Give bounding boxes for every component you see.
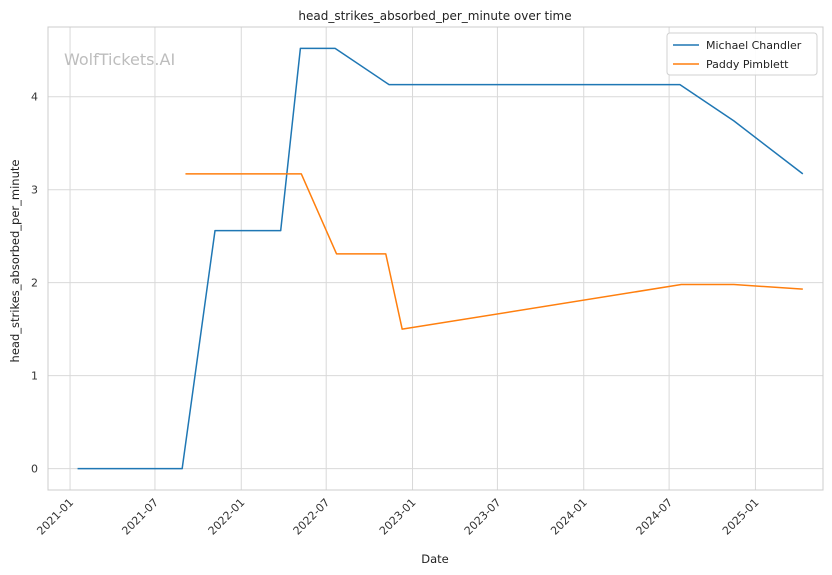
series-line-paddy-pimblett <box>185 173 803 330</box>
series-line-michael-chandler <box>77 47 804 470</box>
y-axis-label: head_strikes_absorbed_per_minute <box>8 160 22 363</box>
watermark: WolfTickets.AI <box>64 50 175 69</box>
y-tick-label: 2 <box>31 277 38 290</box>
legend-label-paddy-pimblett: Paddy Pimblett <box>706 58 789 71</box>
y-tick-label: 1 <box>31 370 38 383</box>
legend-label-michael-chandler: Michael Chandler <box>706 39 802 52</box>
legend: Michael Chandler Paddy Pimblett <box>666 32 818 76</box>
y-axis-ticks: 0 1 2 3 4 <box>31 91 38 476</box>
y-tick-label: 0 <box>31 463 38 476</box>
chart-title: head_strikes_absorbed_per_minute over ti… <box>298 9 571 23</box>
legend-box <box>666 32 818 76</box>
series-lines <box>77 47 804 470</box>
plot-frame <box>47 26 824 491</box>
y-tick-label: 3 <box>31 184 38 197</box>
y-tick-label: 4 <box>31 91 38 104</box>
x-axis-label: Date <box>421 552 449 566</box>
grid-lines <box>48 27 823 490</box>
